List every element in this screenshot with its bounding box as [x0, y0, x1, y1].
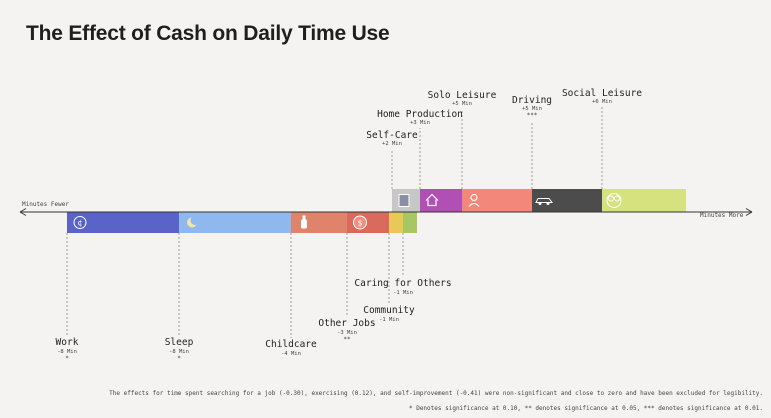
label-sleep-name: Sleep — [165, 337, 194, 348]
bar-caring-for-others — [403, 212, 417, 233]
footer-significance: * Denotes significance at 0.10, ** denot… — [408, 405, 763, 412]
label-community-name: Community — [363, 305, 415, 316]
footer-note: The effects for time spent searching for… — [109, 390, 763, 397]
moon-icon — [187, 216, 200, 228]
label-driving-value-label: +5 Min — [522, 106, 542, 112]
bar-work — [67, 212, 179, 233]
dollar-icon: $ — [353, 215, 367, 230]
bar-solo-leisure — [462, 189, 532, 212]
label-community-value-label: -1 Min — [379, 317, 399, 323]
axis-arrow-right — [745, 208, 753, 216]
label-other-jobs-significance: ** — [343, 336, 351, 343]
label-work-name: Work — [56, 337, 79, 348]
mirror-icon — [398, 194, 410, 207]
label-driving-name: Driving — [512, 95, 552, 106]
axis-label-left: Minutes Fewer — [22, 201, 69, 208]
car-icon — [535, 198, 553, 205]
label-home-production-name: Home Production — [377, 109, 463, 120]
label-sleep-significance: * — [177, 355, 181, 362]
axis-arrow-left — [19, 208, 27, 216]
label-other-jobs-value-label: -3 Min — [337, 330, 357, 336]
label-childcare-value-label: -4 Min — [281, 351, 301, 357]
label-solo-leisure-name: Solo Leisure — [428, 90, 497, 101]
coin-icon: ¢ — [73, 216, 87, 229]
bar-social-leisure — [602, 189, 686, 212]
people-icon — [606, 193, 622, 208]
person-icon — [468, 193, 480, 207]
label-sleep-value-label: -8 Min — [169, 349, 189, 355]
label-self-care-name: Self-Care — [366, 130, 418, 141]
svg-text:$: $ — [357, 219, 362, 228]
bar-driving — [532, 189, 602, 212]
svg-text:¢: ¢ — [77, 219, 82, 228]
label-work-value-label: -8 Min — [57, 349, 77, 355]
label-caring-for-others-value-label: -1 Min — [393, 290, 413, 296]
bar-sleep — [179, 212, 291, 233]
label-home-production-value-label: +3 Min — [410, 120, 430, 126]
label-caring-for-others-name: Caring for Others — [354, 278, 451, 289]
baby-bottle-icon — [301, 215, 307, 229]
bar-community — [389, 212, 403, 233]
chart-title: The Effect of Cash on Daily Time Use — [26, 22, 390, 45]
axis-label-right: Minutes More — [700, 212, 744, 219]
label-self-care-value-label: +2 Min — [382, 141, 402, 147]
bar-home-production — [420, 189, 462, 212]
label-social-leisure-name: Social Leisure — [562, 88, 642, 99]
label-social-leisure-value-label: +6 Min — [592, 99, 612, 105]
label-solo-leisure-value-label: +5 Min — [452, 101, 472, 107]
label-driving-significance: *** — [527, 112, 538, 119]
house-icon — [425, 193, 439, 207]
bar-childcare — [291, 212, 347, 233]
label-childcare-name: Childcare — [265, 339, 317, 350]
label-other-jobs-name: Other Jobs — [318, 318, 375, 329]
label-work-significance: * — [65, 355, 69, 362]
